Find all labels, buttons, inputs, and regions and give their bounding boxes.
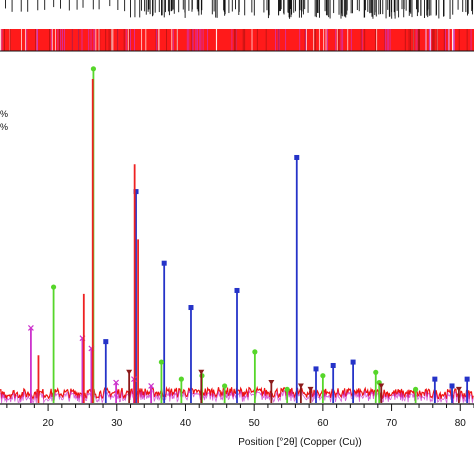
x-axis-label: Position [°2θ] (Copper (Cu)) bbox=[238, 437, 362, 448]
peak-marker-x bbox=[113, 379, 120, 386]
peak-marker-triangle bbox=[307, 386, 314, 392]
x-tick-label: 30 bbox=[111, 418, 123, 429]
peak-marker-circle bbox=[90, 66, 97, 72]
peak-marker-square bbox=[464, 376, 470, 382]
x-axis: 20 30 40 50 60 70 80 bbox=[0, 403, 474, 429]
peak-marker-square bbox=[313, 366, 319, 372]
peak-marker-triangle bbox=[126, 369, 133, 375]
peak-marker-square bbox=[350, 359, 356, 365]
reference-line-band bbox=[0, 29, 474, 52]
peak-marker-circle bbox=[50, 284, 57, 290]
peak-marker-triangle bbox=[268, 380, 275, 386]
peak-marker-square bbox=[103, 339, 109, 345]
peak-marker-triangle bbox=[455, 386, 462, 392]
reference-band-background bbox=[0, 29, 474, 51]
diffraction-peaks bbox=[27, 66, 470, 403]
x-tick-label: 40 bbox=[180, 418, 192, 429]
peak-marker-circle bbox=[178, 376, 184, 382]
peak-marker-circle bbox=[373, 369, 379, 375]
peak-marker-circle bbox=[284, 386, 290, 392]
peak-marker-circle bbox=[222, 383, 228, 389]
x-tick-label: 60 bbox=[317, 418, 329, 429]
legend-fragment-1: % bbox=[0, 109, 9, 119]
x-tick-label: 80 bbox=[455, 418, 467, 429]
peak-marker-square bbox=[294, 154, 300, 160]
peak-marker-triangle bbox=[297, 383, 304, 389]
legend-fragment-2: % bbox=[0, 122, 9, 132]
peak-marker-circle bbox=[320, 373, 326, 379]
peak-marker-square bbox=[133, 189, 139, 195]
peak-marker-square bbox=[449, 383, 455, 389]
peak-marker-square bbox=[432, 376, 438, 382]
peak-marker-triangle bbox=[378, 383, 385, 389]
peak-marker-x bbox=[27, 325, 34, 331]
peak-marker-circle bbox=[252, 349, 258, 355]
peak-marker-circle bbox=[413, 386, 419, 392]
peak-marker-x bbox=[148, 383, 155, 389]
peak-marker-square bbox=[161, 260, 167, 266]
peak-marker-triangle bbox=[198, 369, 205, 375]
top-reference-tick-row bbox=[5, 0, 474, 19]
x-tick-label: 50 bbox=[249, 418, 261, 429]
peak-marker-square bbox=[188, 305, 194, 311]
peak-marker-circle bbox=[158, 359, 165, 365]
x-tick-label: 70 bbox=[386, 418, 398, 429]
peak-marker-square bbox=[234, 287, 240, 293]
peak-marker-square bbox=[330, 362, 336, 368]
x-tick-label: 20 bbox=[43, 418, 55, 429]
